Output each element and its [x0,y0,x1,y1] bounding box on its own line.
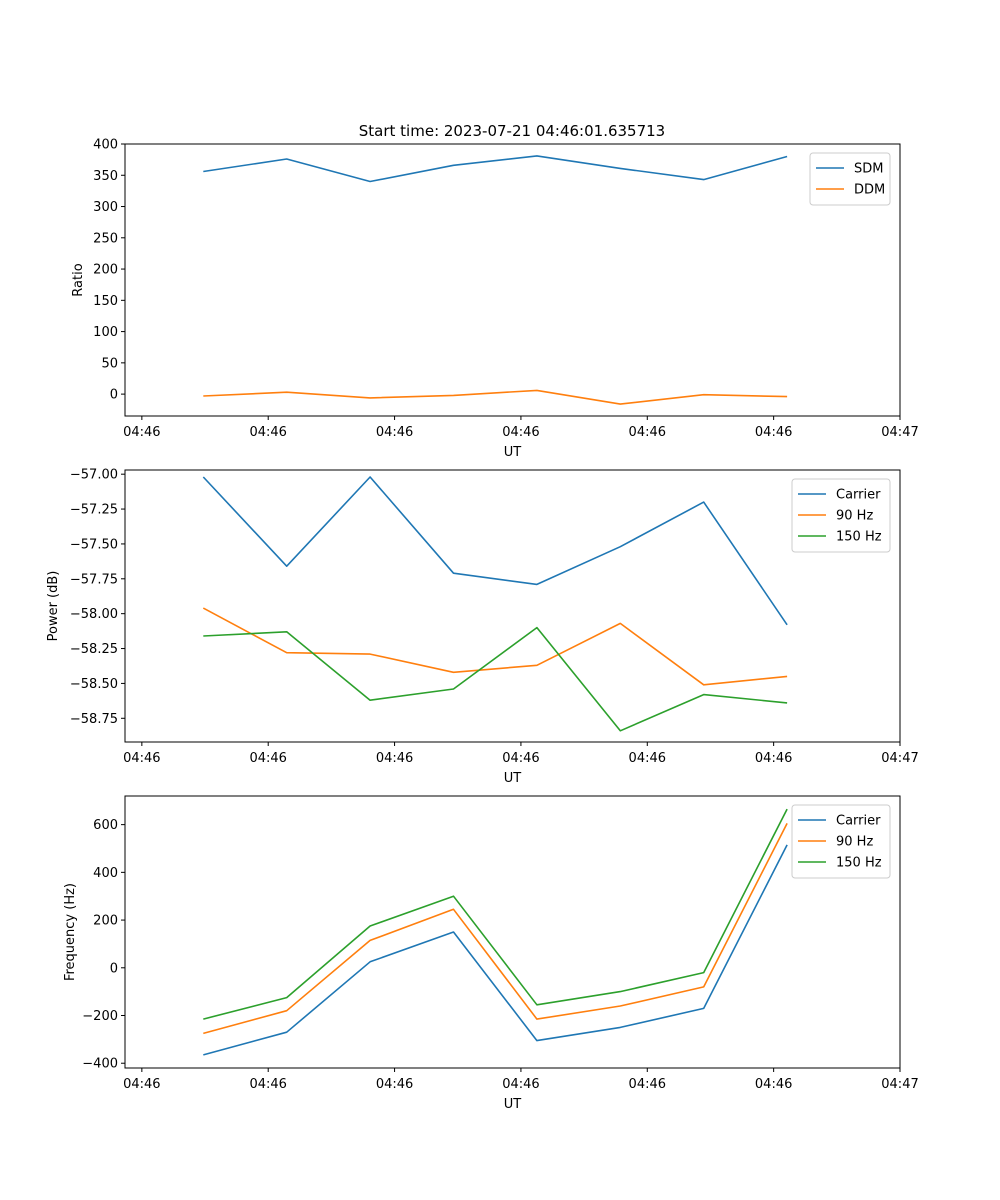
y-tick-label: 350 [93,169,118,184]
legend-label-90-hz: 90 Hz [836,509,873,524]
series-line-150-hz [203,808,788,1020]
legend-label-carrier: Carrier [836,488,881,503]
chart-panel-2: −58.75 −58.50 −58.25 −58.00 −57.75 −57.50 −57.… [46,468,919,786]
legend-label-sdm: SDM [854,162,883,177]
y-axis-label: Frequency (Hz) [63,883,78,981]
x-axis-label: UT [504,445,522,460]
y-tick-label: −57.00 [70,468,118,483]
x-tick-label: 04:46 [249,751,286,766]
y-tick-label: 0 [110,388,118,403]
x-tick-label: 04:46 [629,1077,666,1092]
y-tick-label: 600 [93,818,118,833]
y-tick-label: −400 [82,1057,118,1072]
y-tick-label: 150 [93,294,118,309]
y-tick-label: −58.00 [70,607,118,622]
x-tick-label: 04:46 [249,1077,286,1092]
x-tick-label: 04:46 [249,425,286,440]
x-tick-label: 04:46 [123,425,160,440]
legend: Carrier 90 Hz 150 Hz [791,804,891,879]
x-tick-label: 04:46 [502,425,539,440]
legend-label-90-hz: 90 Hz [836,835,873,850]
x-tick-label: 04:46 [502,1077,539,1092]
legend-label-150-hz: 150 Hz [836,530,882,545]
series-line-carrier [202,476,788,626]
plot-area-frame [124,143,901,417]
y-tick-label: 0 [110,961,118,976]
x-tick-label: 04:46 [502,751,539,766]
x-axis-label: UT [504,771,522,786]
series-line-ddm [203,389,788,405]
legend: Carrier 90 Hz 150 Hz [791,478,891,553]
series-line-150-hz [203,626,788,732]
x-tick-label: 04:46 [376,1077,413,1092]
y-tick-label: 250 [93,231,118,246]
chart-panel-3: −400 −200 0 200 400 600 04:46 04:46 04:46 04:46 04… [63,795,919,1112]
x-tick-label: 04:46 [123,1077,160,1092]
chart-panel-1: 0 50 100 150 200 250 300 350 400 04:46 04:46 04:46 0… [71,138,919,461]
y-tick-label: −57.25 [70,503,118,518]
y-tick-label: 200 [93,914,118,929]
x-tick-label: 04:46 [755,425,792,440]
x-tick-label: 04:46 [376,751,413,766]
x-axis-label: UT [504,1097,522,1112]
y-tick-label: −200 [82,1009,118,1024]
y-tick-label: 100 [93,325,118,340]
y-tick-label: −57.75 [70,572,118,587]
y-tick-label: 400 [93,138,118,153]
y-tick-label: −58.50 [70,677,118,692]
x-tick-label: 04:46 [629,751,666,766]
x-tick-label: 04:46 [755,751,792,766]
x-tick-label: 04:46 [629,425,666,440]
series-line-90-hz [203,823,788,1035]
y-tick-label: −58.75 [70,712,118,727]
x-tick-label: 04:46 [123,751,160,766]
y-tick-label: 300 [93,200,118,215]
plot-area-frame [124,795,901,1069]
legend-box [791,478,891,553]
y-tick-label: −58.25 [70,642,118,657]
series-line-sdm [203,155,788,183]
legend-box [809,152,891,206]
figure-title: Start time: 2023-07-21 04:46:01.635713 [359,122,665,140]
y-axis-label: Ratio [71,263,86,296]
y-tick-label: −57.50 [70,537,118,552]
x-tick-label: 04:46 [755,1077,792,1092]
y-tick-label: 400 [93,866,118,881]
x-tick-label: 04:46 [376,425,413,440]
series-line-90-hz [202,607,788,686]
series-line-carrier [203,844,788,1056]
x-tick-label: 04:47 [881,751,918,766]
legend-box [791,804,891,879]
x-tick-label: 04:47 [881,1077,918,1092]
y-axis-label: Power (dB) [46,571,61,642]
legend-label-carrier: Carrier [836,814,881,829]
legend-label-150-hz: 150 Hz [836,856,882,871]
y-tick-label: 200 [93,263,118,278]
x-tick-label: 04:47 [881,425,918,440]
y-tick-label: 50 [101,356,118,371]
legend-label-ddm: DDM [854,183,885,198]
legend: SDM DDM [809,152,891,206]
plot-area-frame [124,469,901,743]
